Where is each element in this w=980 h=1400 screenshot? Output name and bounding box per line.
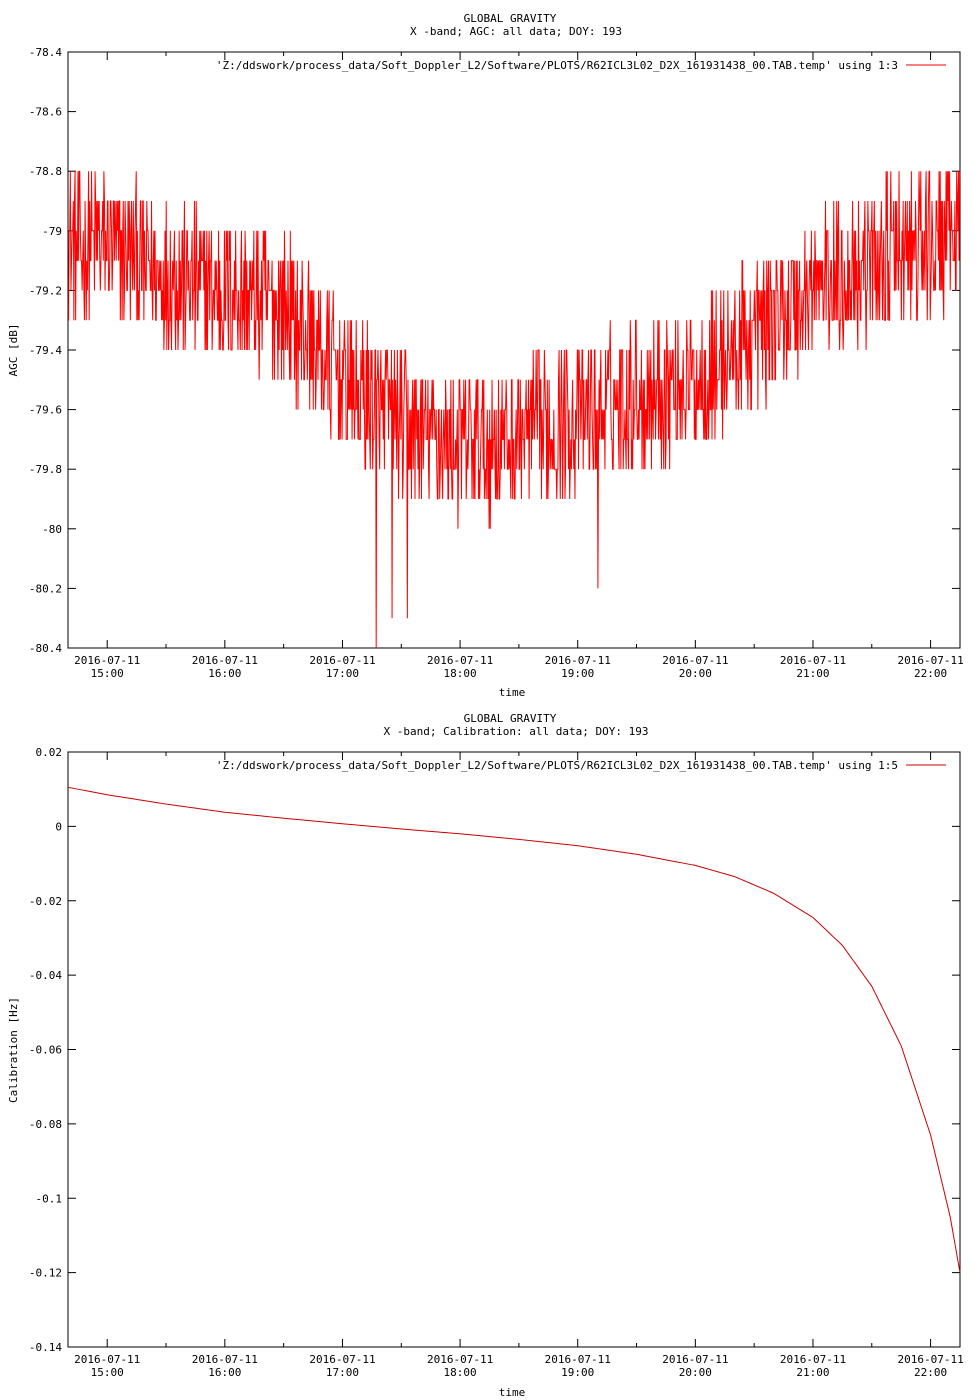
x-tick-date: 2016-07-11 <box>74 1353 140 1366</box>
y-tick-label: -78.8 <box>29 165 62 178</box>
y-axis-label: AGC [dB] <box>7 324 20 377</box>
plot-frame <box>67 51 961 649</box>
legend-label: 'Z:/ddswork/process_data/Soft_Doppler_L2… <box>216 59 898 72</box>
y-tick-label: -0.02 <box>29 895 62 908</box>
y-tick-label: -79 <box>42 225 62 238</box>
x-axis: 2016-07-1115:002016-07-1116:002016-07-11… <box>74 52 964 680</box>
x-tick-time: 17:00 <box>326 1366 359 1379</box>
legend: 'Z:/ddswork/process_data/Soft_Doppler_L2… <box>216 759 946 772</box>
x-tick-date: 2016-07-11 <box>192 654 258 667</box>
y-axis: -78.4 -78.6 -78.8 -79 -79.2 -79.4 -79.6 -79.8 -8… <box>29 46 960 655</box>
x-tick-time: 22:00 <box>914 667 947 680</box>
x-tick-date: 2016-07-11 <box>780 654 846 667</box>
x-tick-time: 20:00 <box>679 667 712 680</box>
y-tick-label: -0.12 <box>29 1267 62 1280</box>
agc-chart: GLOBAL GRAVITY X -band; AGC: all data; D… <box>7 12 964 699</box>
plot-frame <box>67 751 961 1348</box>
y-tick-label: -80.4 <box>29 642 62 655</box>
y-tick-label: -0.06 <box>29 1044 62 1057</box>
x-tick-date: 2016-07-11 <box>74 654 140 667</box>
x-tick-date: 2016-07-11 <box>545 1353 611 1366</box>
x-tick-time: 15:00 <box>91 1366 124 1379</box>
y-tick-label: -79.8 <box>29 463 62 476</box>
x-tick-date: 2016-07-11 <box>427 1353 493 1366</box>
x-tick-date: 2016-07-11 <box>897 654 963 667</box>
series-layer <box>67 786 961 1273</box>
series-layer <box>68 170 961 649</box>
x-tick-date: 2016-07-11 <box>192 1353 258 1366</box>
x-tick-time: 16:00 <box>208 667 241 680</box>
x-tick-time: 18:00 <box>444 1366 477 1379</box>
y-tick-label: 0.02 <box>36 746 63 759</box>
x-tick-date: 2016-07-11 <box>309 1353 375 1366</box>
y-tick-label: -0.14 <box>29 1341 62 1354</box>
calibration-chart: GLOBAL GRAVITY X -band; Calibration: all… <box>7 712 964 1399</box>
x-tick-date: 2016-07-11 <box>662 654 728 667</box>
y-axis: 0.02 0 -0.02 -0.04 -0.06 -0.08 -0.1 -0.12 -0.14 <box>29 746 960 1354</box>
x-tick-time: 18:00 <box>444 667 477 680</box>
y-tick-label: -78.4 <box>29 46 62 59</box>
x-tick-date: 2016-07-11 <box>545 654 611 667</box>
x-tick-date: 2016-07-11 <box>780 1353 846 1366</box>
x-axis: 2016-07-1115:002016-07-1116:002016-07-11… <box>74 752 964 1379</box>
x-axis-label: time <box>499 1386 526 1399</box>
x-tick-time: 21:00 <box>796 667 829 680</box>
x-tick-date: 2016-07-11 <box>427 654 493 667</box>
x-tick-time: 17:00 <box>326 667 359 680</box>
legend-label: 'Z:/ddswork/process_data/Soft_Doppler_L2… <box>216 759 898 772</box>
y-tick-label: -0.04 <box>29 969 62 982</box>
x-axis-label: time <box>499 686 526 699</box>
legend: 'Z:/ddswork/process_data/Soft_Doppler_L2… <box>216 59 946 72</box>
y-axis-label: Calibration [Hz] <box>7 997 20 1103</box>
y-tick-label: -78.6 <box>29 106 62 119</box>
y-tick-label: -0.08 <box>29 1118 62 1131</box>
x-tick-date: 2016-07-11 <box>309 654 375 667</box>
y-tick-label: -79.4 <box>29 344 62 357</box>
x-tick-time: 19:00 <box>561 667 594 680</box>
y-tick-label: -79.2 <box>29 284 62 297</box>
chart-title: GLOBAL GRAVITY <box>464 12 557 25</box>
y-tick-label: -80 <box>42 523 62 536</box>
chart-subtitle: X -band; Calibration: all data; DOY: 193 <box>384 725 649 738</box>
x-tick-date: 2016-07-11 <box>897 1353 963 1366</box>
y-tick-label: 0 <box>55 820 62 833</box>
x-tick-time: 16:00 <box>208 1366 241 1379</box>
x-tick-time: 21:00 <box>796 1366 829 1379</box>
x-tick-time: 19:00 <box>561 1366 594 1379</box>
y-tick-label: -80.2 <box>29 582 62 595</box>
x-tick-time: 15:00 <box>91 667 124 680</box>
x-tick-time: 22:00 <box>914 1366 947 1379</box>
series-line <box>68 170 961 649</box>
y-tick-label: -0.1 <box>36 1192 63 1205</box>
series-line <box>67 786 961 1273</box>
chart-title: GLOBAL GRAVITY <box>464 712 557 725</box>
y-tick-label: -79.6 <box>29 404 62 417</box>
x-tick-date: 2016-07-11 <box>662 1353 728 1366</box>
x-tick-time: 20:00 <box>679 1366 712 1379</box>
chart-subtitle: X -band; AGC: all data; DOY: 193 <box>410 25 622 38</box>
